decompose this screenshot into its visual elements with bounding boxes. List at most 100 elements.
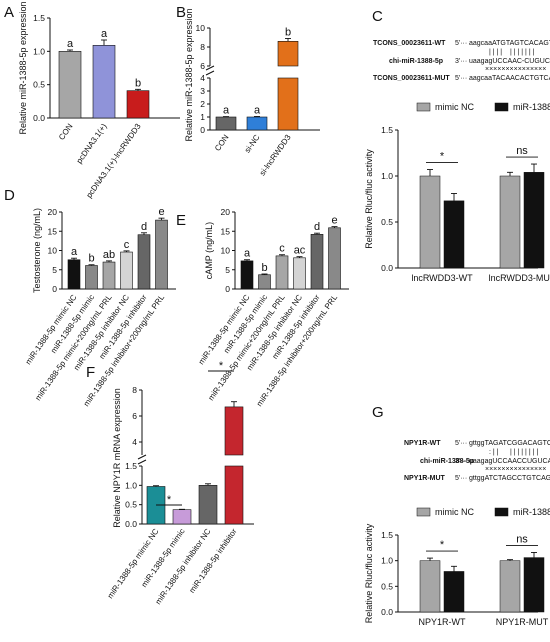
y-tick-label: 0.0 <box>381 263 393 273</box>
bar <box>275 255 289 290</box>
comparison-label: * <box>440 539 445 551</box>
y-axis-label: Relative Rluc/fluc activity <box>364 149 374 249</box>
mirna-sequence: uaagagUCCAACCUGUCAGGa <box>469 458 550 465</box>
mirna-sequence: uaagagUCCAAC-CUGUCAGGa <box>469 58 550 65</box>
y-tick-label: 0 <box>200 125 205 135</box>
y-tick-label: 1 <box>200 112 205 122</box>
category-label: miR-1388-5p inhibitor <box>187 527 238 595</box>
y-tick-label: 1.5 <box>125 461 137 471</box>
base-pairing-marks: | | | | | | | | <box>510 449 538 456</box>
significance-letter: ab <box>103 249 115 261</box>
bar <box>67 259 81 290</box>
panel-label-g: G <box>372 404 384 421</box>
bar <box>126 90 150 119</box>
wt-sequence-label: NPY1R-WT <box>404 440 441 447</box>
legend-swatch <box>416 102 431 112</box>
panel-label-d: D <box>4 187 15 204</box>
y-tick-label: 3 <box>200 86 205 96</box>
bar <box>499 560 521 613</box>
y-tick-label: 4 <box>132 437 137 447</box>
category-label: si-NC <box>243 133 262 155</box>
significance-letter: b <box>285 26 291 38</box>
mutation-marks: ××××××××××××××× <box>485 466 546 473</box>
bar <box>137 234 151 290</box>
bar <box>172 509 192 525</box>
y-tick-label: 6 <box>132 411 137 421</box>
panel-a-chart: 0.0 0.5 1.0 1.5 Relative miR-1388-5p express… <box>18 1 180 200</box>
y-tick-label: 20 <box>48 207 58 217</box>
bar <box>198 485 218 525</box>
y-axis-label: Relative miR-1388-5p expression <box>18 1 28 134</box>
y-tick-label: 1.5 <box>381 530 393 540</box>
mut-sequence: gttggATCTAGCCTGTCAGGt <box>469 475 550 482</box>
y-tick-label: 0 <box>225 284 230 294</box>
bar-lower-segment <box>277 77 299 131</box>
mut-sequence-label: TCONS_00023611-MUT <box>373 75 450 82</box>
bar <box>246 116 268 131</box>
mut-sequence: aagcaaTACAACACTGTCAGGt <box>469 75 550 82</box>
bar <box>92 45 116 119</box>
y-tick-label: 15 <box>221 226 231 236</box>
mut-sequence-prefix: 5'··· <box>455 475 467 482</box>
bar <box>443 200 465 269</box>
y-tick-label: 1.0 <box>381 556 393 566</box>
axis-break-mark <box>137 454 147 460</box>
axis-break-mark <box>137 459 147 465</box>
legend-swatch <box>494 102 509 112</box>
bar <box>155 219 168 290</box>
wt-sequence-prefix: 5'··· <box>455 440 467 447</box>
significance-letter: a <box>67 38 74 50</box>
category-label: si-lncRWDD3 <box>258 133 293 178</box>
significance-letter: e <box>158 206 164 218</box>
y-axis-label: Relative NPY1R mRNA expression <box>112 388 122 528</box>
comparison-label: * <box>167 494 172 506</box>
bar <box>523 172 545 269</box>
significance-letter: a <box>244 248 251 260</box>
y-tick-label: 10 <box>221 246 231 256</box>
bar <box>499 175 521 269</box>
category-label: NPY1R-WT <box>419 617 467 627</box>
y-tick-label: 1.5 <box>381 125 393 135</box>
y-tick-label: 1.0 <box>125 480 137 490</box>
category-label: CON <box>57 122 75 142</box>
significance-letter: e <box>331 215 337 227</box>
significance-letter: b <box>88 253 94 265</box>
mirna-label: chi-miR-1388-5p <box>389 58 443 65</box>
bar <box>419 175 441 269</box>
bar <box>102 261 116 290</box>
bar <box>120 251 133 290</box>
panel-label-c: C <box>372 8 383 25</box>
bar <box>215 116 237 131</box>
significance-letter: c <box>279 243 285 255</box>
significance-letter: d <box>314 221 320 233</box>
y-tick-label: 20 <box>221 207 231 217</box>
y-tick-label: 15 <box>48 226 58 236</box>
bar <box>443 571 465 613</box>
comparison-label: * <box>440 151 445 163</box>
comparison-label: * <box>219 360 224 372</box>
significance-letter: a <box>254 104 261 116</box>
bar <box>85 265 98 290</box>
y-tick-label: 0.0 <box>125 519 137 529</box>
y-tick-label: 1.0 <box>381 171 393 181</box>
panel-c-chart: TCONS_00023611-WT 5'··· aagcaaATGTAGTCACAG… <box>364 40 550 283</box>
panel-label-e: E <box>176 212 186 229</box>
bar-lower-segment <box>224 465 244 525</box>
y-tick-label: 0.5 <box>381 217 393 227</box>
panel-label-a: A <box>4 4 14 21</box>
mutation-marks: ××××××××××××××× <box>485 66 546 73</box>
y-tick-label: 0.5 <box>125 500 137 510</box>
bar <box>310 234 324 290</box>
wt-sequence: aagcaaATGTAGTCACAGTCCt <box>469 40 550 47</box>
bar <box>523 557 545 613</box>
significance-letter: c <box>124 239 130 251</box>
significance-letter: a <box>71 246 78 258</box>
y-tick-label: 8 <box>200 42 205 52</box>
y-tick-label: 1.5 <box>33 13 45 23</box>
mut-sequence-label: NPY1R-MUT <box>404 475 446 482</box>
category-label: CON <box>213 133 231 153</box>
y-tick-label: 0.0 <box>33 113 45 123</box>
